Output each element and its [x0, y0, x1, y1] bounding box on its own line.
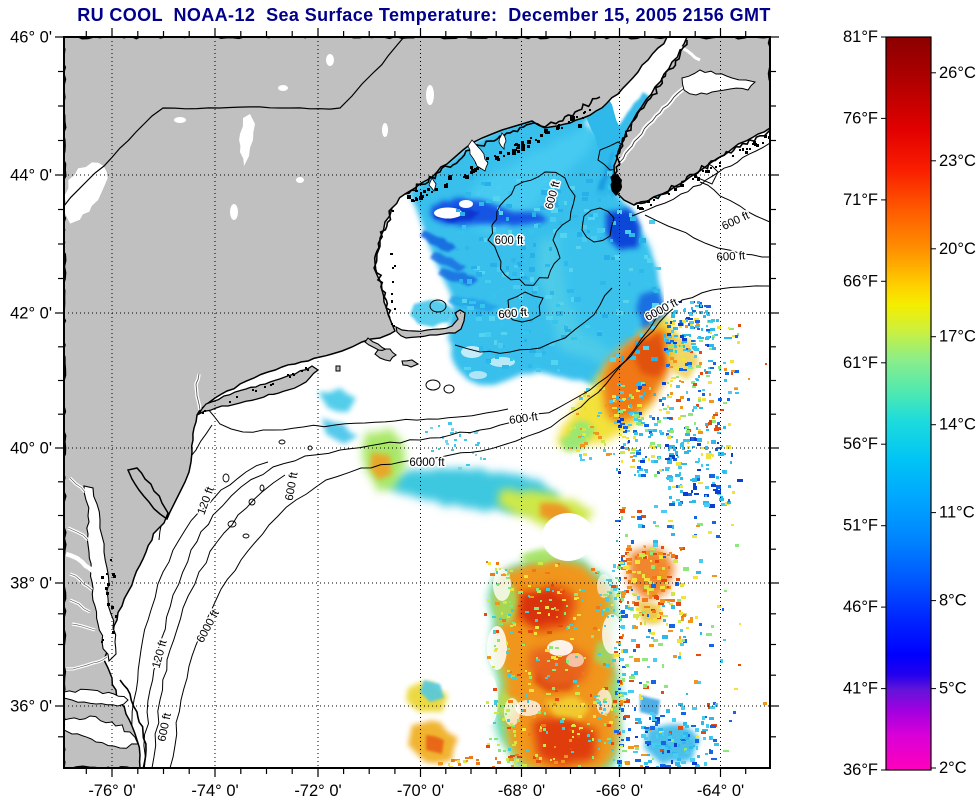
svg-text:66°F: 66°F — [843, 272, 878, 290]
svg-text:20°C: 20°C — [939, 240, 976, 258]
svg-text:11°C: 11°C — [939, 504, 975, 522]
svg-text:-70° 0': -70° 0' — [397, 782, 444, 800]
svg-text:46° 0': 46° 0' — [10, 29, 52, 47]
svg-text:-66° 0': -66° 0' — [596, 782, 643, 800]
svg-text:38° 0': 38° 0' — [10, 575, 52, 593]
svg-text:76°F: 76°F — [843, 109, 878, 127]
svg-text:RU COOL NOAA-12 Sea Surface: RU COOL NOAA-12 Sea Surface Temperature:… — [77, 5, 771, 25]
svg-text:-74° 0': -74° 0' — [191, 782, 238, 800]
svg-text:600 ft: 600 ft — [716, 250, 746, 264]
svg-text:36°F: 36°F — [843, 761, 878, 779]
svg-text:36° 0': 36° 0' — [10, 698, 52, 716]
svg-text:5°C: 5°C — [939, 680, 967, 698]
svg-text:8°C: 8°C — [939, 592, 967, 610]
svg-text:46°F: 46°F — [843, 598, 878, 616]
svg-text:17°C: 17°C — [939, 328, 976, 346]
svg-text:41°F: 41°F — [843, 680, 878, 698]
svg-text:14°C: 14°C — [939, 416, 976, 434]
svg-text:23°C: 23°C — [939, 152, 976, 170]
svg-text:81°F: 81°F — [843, 28, 878, 46]
svg-text:600 ft: 600 ft — [498, 307, 529, 322]
svg-text:61°F: 61°F — [843, 354, 878, 372]
svg-text:40° 0': 40° 0' — [10, 440, 52, 458]
svg-text:42° 0': 42° 0' — [10, 305, 52, 323]
svg-text:-72° 0': -72° 0' — [294, 782, 341, 800]
svg-text:56°F: 56°F — [843, 435, 878, 453]
svg-text:-68° 0': -68° 0' — [498, 782, 545, 800]
svg-text:71°F: 71°F — [843, 191, 878, 209]
svg-text:2°C: 2°C — [939, 759, 967, 777]
svg-text:600 ft: 600 ft — [508, 411, 539, 427]
svg-text:44° 0': 44° 0' — [10, 167, 52, 185]
svg-text:51°F: 51°F — [843, 517, 878, 535]
svg-text:-76° 0': -76° 0' — [88, 782, 135, 800]
svg-text:6000 ft: 6000 ft — [409, 457, 445, 469]
svg-text:600 ft: 600 ft — [495, 235, 525, 247]
svg-text:26°C: 26°C — [939, 64, 976, 82]
svg-text:-64° 0': -64° 0' — [697, 782, 744, 800]
